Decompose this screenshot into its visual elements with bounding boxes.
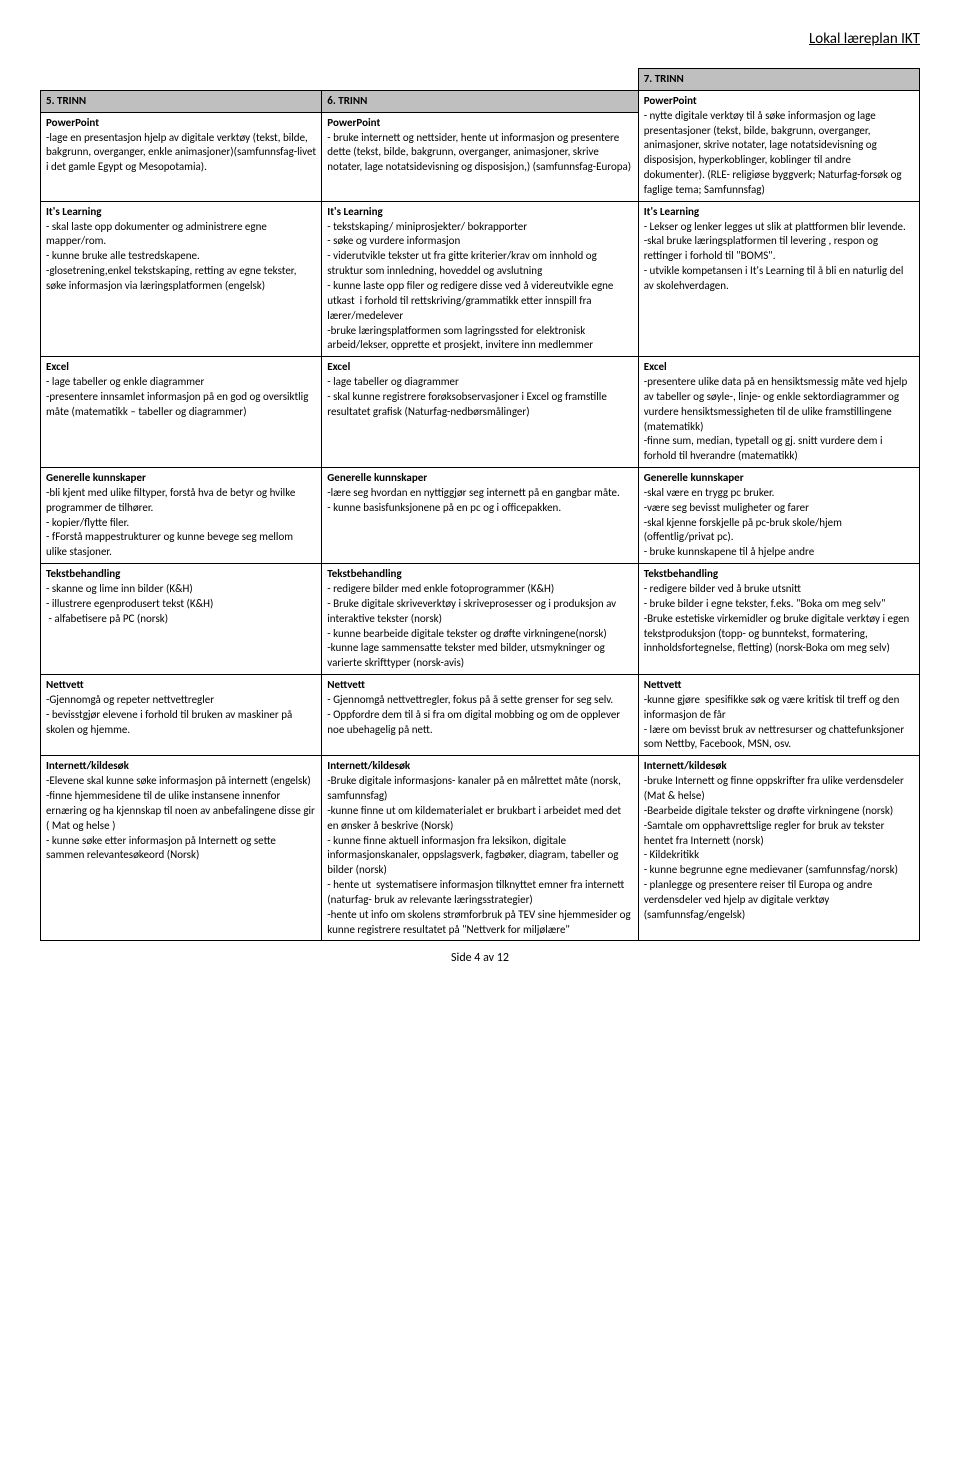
cell-7trinn-ppt: PowerPoint - nytte digitale verktøy til …	[638, 90, 919, 201]
body-text: -Elevene skal kunne søke informasjon på …	[46, 774, 316, 863]
cell-itslearning: It's Learning - Lekser og lenker legges …	[638, 201, 919, 356]
empty-cell	[41, 69, 322, 91]
body-text: -bruke Internett og finne oppskrifter fr…	[644, 774, 914, 922]
heading-nettvett: Nettvett	[644, 678, 914, 693]
body-text: - lage tabeller og diagrammer - skal kun…	[327, 375, 632, 420]
body-text: -lage en presentasjon hjelp av digitale …	[46, 131, 316, 176]
cell-6trinn-ppt: 6. TRINN PowerPoint - bruke internett og…	[322, 90, 638, 201]
column-header-7trinn: 7. TRINN	[638, 69, 919, 91]
page-footer: Side 4 av 12	[40, 951, 920, 965]
cell-tekstbehandling: Tekstbehandling - redigere bilder ved å …	[638, 564, 919, 675]
body-text: - Gjennomgå nettvettregler, fokus på å s…	[327, 693, 632, 738]
heading-nettvett: Nettvett	[46, 678, 316, 693]
cell-internett: Internett/kildesøk -Elevene skal kunne s…	[41, 756, 322, 941]
heading-tekstbehandling: Tekstbehandling	[327, 567, 632, 582]
heading-internett: Internett/kildesøk	[46, 759, 316, 774]
curriculum-table: 7. TRINN 5. TRINN PowerPoint -lage en pr…	[40, 68, 920, 941]
cell-itslearning: It's Learning - skal laste opp dokumente…	[41, 201, 322, 356]
column-header-5trinn: 5. TRINN	[41, 91, 321, 113]
heading-generelle: Generelle kunnskaper	[46, 471, 316, 486]
body-text: -kunne gjøre spesifikke søk og være krit…	[644, 693, 914, 752]
cell-internett: Internett/kildesøk -bruke Internett og f…	[638, 756, 919, 941]
body-text: - redigere bilder ved å bruke utsnitt - …	[644, 582, 914, 656]
empty-cell	[322, 69, 638, 91]
body-text: - lage tabeller og enkle diagrammer -pre…	[46, 375, 316, 420]
body-text: -presentere ulike data på en hensiktsmes…	[644, 375, 914, 464]
heading-generelle: Generelle kunnskaper	[644, 471, 914, 486]
heading-generelle: Generelle kunnskaper	[327, 471, 632, 486]
heading-tekstbehandling: Tekstbehandling	[46, 567, 316, 582]
heading-internett: Internett/kildesøk	[644, 759, 914, 774]
heading-excel: Excel	[327, 360, 632, 375]
heading-itslearning: It's Learning	[644, 205, 914, 220]
heading-nettvett: Nettvett	[327, 678, 632, 693]
heading-tekstbehandling: Tekstbehandling	[644, 567, 914, 582]
heading-itslearning: It's Learning	[46, 205, 316, 220]
cell-nettvett: Nettvett - Gjennomgå nettvettregler, fok…	[322, 675, 638, 756]
body-text: - redigere bilder med enkle fotoprogramm…	[327, 582, 632, 671]
body-text: - nytte digitale verktøy til å søke info…	[644, 109, 914, 198]
heading-excel: Excel	[46, 360, 316, 375]
body-text: - bruke internett og nettsider, hente ut…	[327, 131, 632, 176]
body-text: - skanne og lime inn bilder (K&H) - illu…	[46, 582, 316, 627]
heading-internett: Internett/kildesøk	[327, 759, 632, 774]
cell-5trinn-ppt: 5. TRINN PowerPoint -lage en presentasjo…	[41, 90, 322, 201]
cell-tekstbehandling: Tekstbehandling - skanne og lime inn bil…	[41, 564, 322, 675]
cell-generelle: Generelle kunnskaper -bli kjent med ulik…	[41, 468, 322, 564]
cell-itslearning: It's Learning - tekstskaping/ miniprosje…	[322, 201, 638, 356]
heading-powerpoint: PowerPoint	[327, 116, 632, 131]
page-title: Lokal læreplan IKT	[40, 30, 920, 48]
body-text: -skal være en trygg pc bruker. -være seg…	[644, 486, 914, 560]
body-text: -bli kjent med ulike filtyper, forstå hv…	[46, 486, 316, 560]
heading-powerpoint: PowerPoint	[644, 94, 914, 109]
cell-excel: Excel - lage tabeller og enkle diagramme…	[41, 357, 322, 468]
column-header-6trinn: 6. TRINN	[322, 91, 637, 113]
cell-internett: Internett/kildesøk -Bruke digitale infor…	[322, 756, 638, 941]
heading-powerpoint: PowerPoint	[46, 116, 316, 131]
cell-excel: Excel - lage tabeller og diagrammer - sk…	[322, 357, 638, 468]
cell-nettvett: Nettvett -Gjennomgå og repeter nettvettr…	[41, 675, 322, 756]
body-text: -Bruke digitale informasjons- kanaler på…	[327, 774, 632, 937]
cell-excel: Excel -presentere ulike data på en hensi…	[638, 357, 919, 468]
body-text: -lære seg hvordan en nyttiggjør seg inte…	[327, 486, 632, 516]
body-text: - tekstskaping/ miniprosjekter/ bokrappo…	[327, 220, 632, 354]
cell-tekstbehandling: Tekstbehandling - redigere bilder med en…	[322, 564, 638, 675]
heading-excel: Excel	[644, 360, 914, 375]
body-text: -Gjennomgå og repeter nettvettregler - b…	[46, 693, 316, 738]
body-text: - Lekser og lenker legges ut slik at pla…	[644, 220, 914, 294]
heading-itslearning: It's Learning	[327, 205, 632, 220]
cell-nettvett: Nettvett -kunne gjøre spesifikke søk og …	[638, 675, 919, 756]
cell-generelle: Generelle kunnskaper -skal være en trygg…	[638, 468, 919, 564]
cell-generelle: Generelle kunnskaper -lære seg hvordan e…	[322, 468, 638, 564]
body-text: - skal laste opp dokumenter og administr…	[46, 220, 316, 294]
